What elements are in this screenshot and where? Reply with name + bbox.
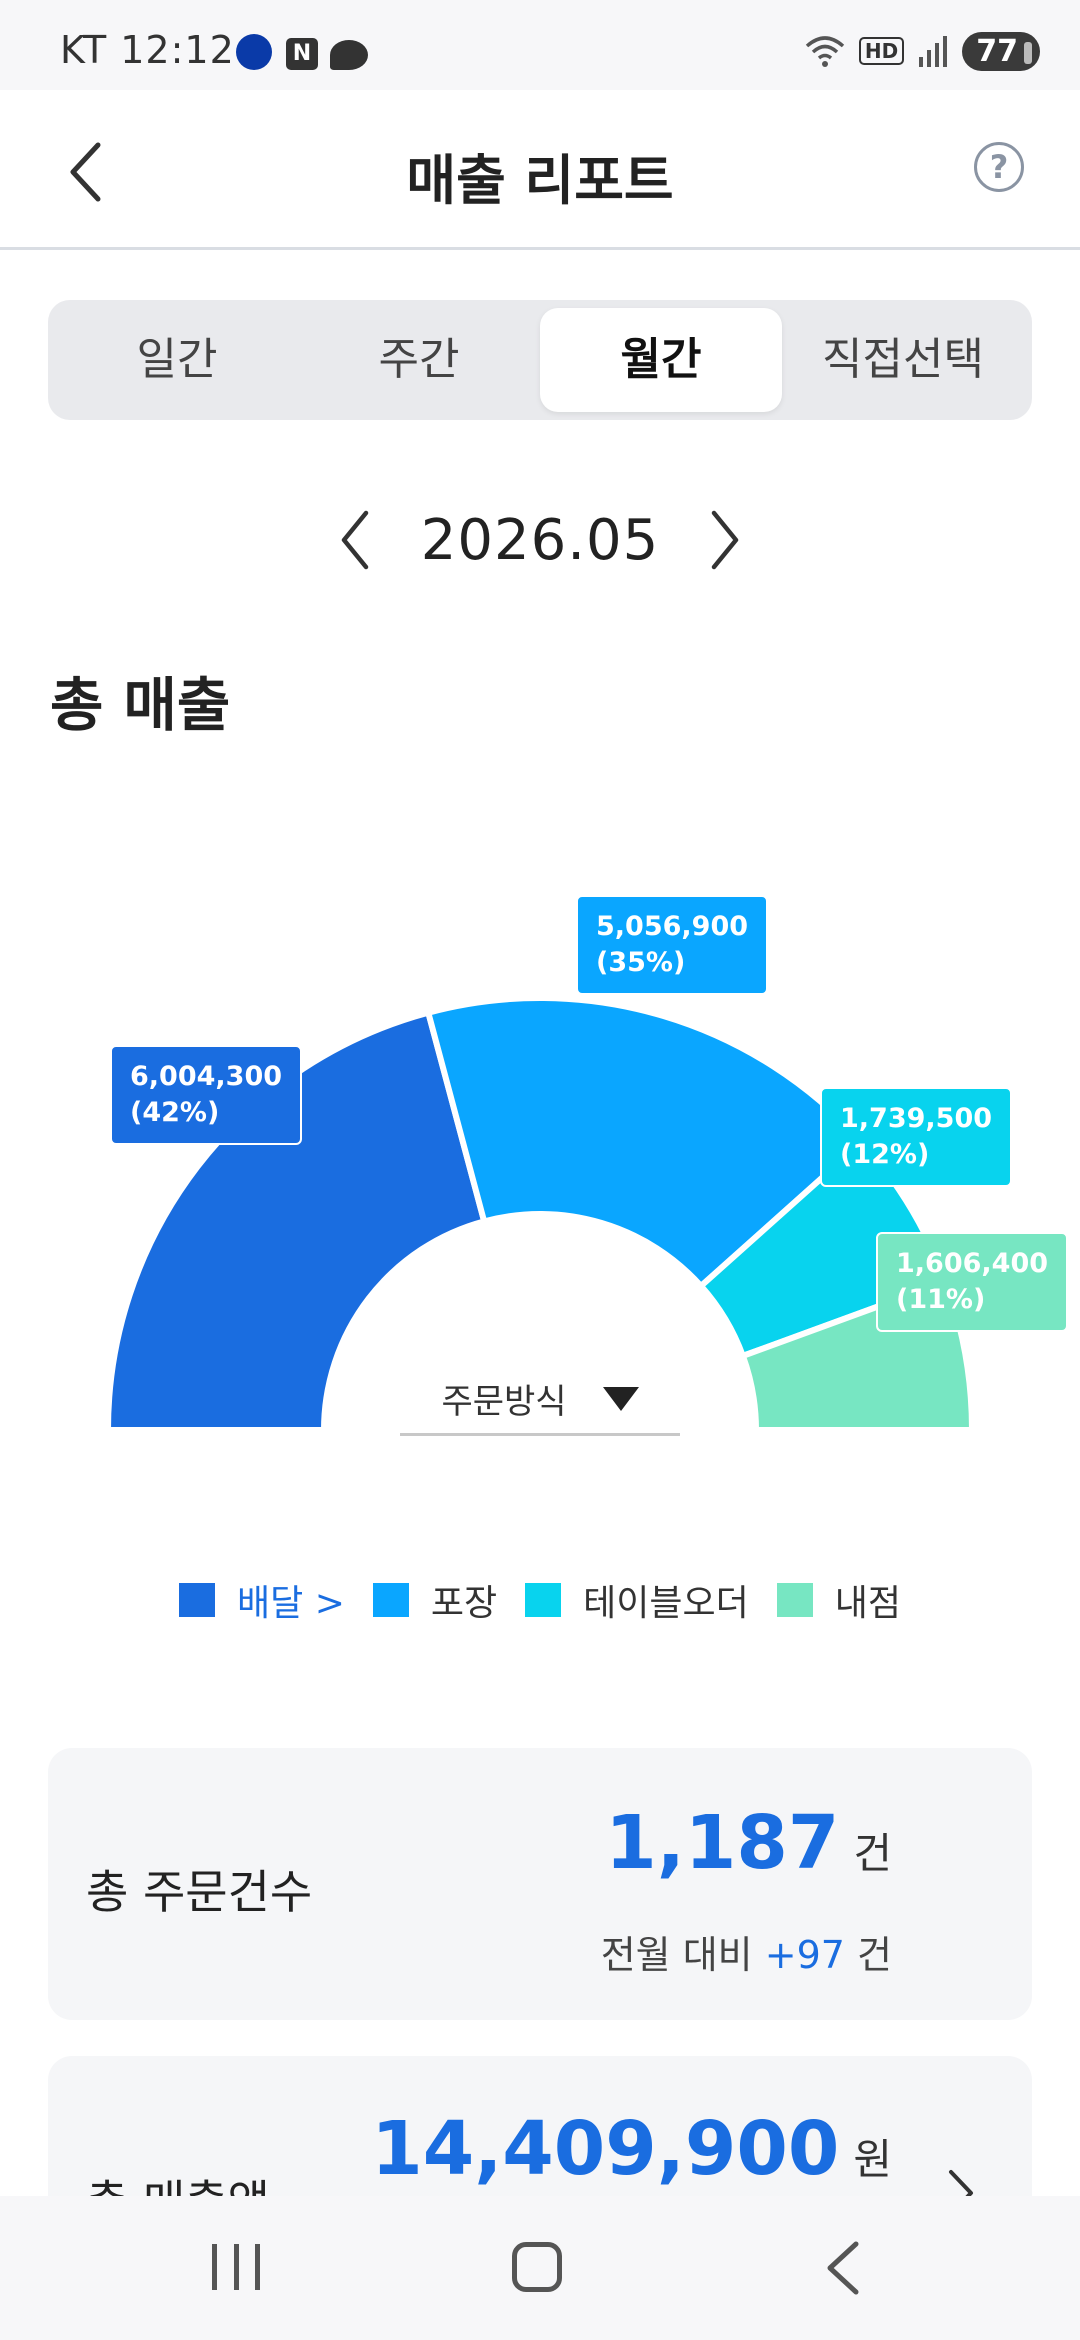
legend-label: 배달 > [237,1583,345,1624]
help-button[interactable]: ? [974,142,1024,192]
total-orders-unit: 건 [853,1829,892,1878]
legend-label: 테이블오더 [583,1583,749,1624]
recents-bar [212,2244,217,2290]
legend-item-delivery[interactable]: 배달 > [179,1574,345,1626]
data-label-value: 1,606,400 [896,1248,1049,1279]
chevron-left-icon [70,142,101,202]
recents-bar [255,2244,260,2290]
compare-unit: 건 [857,1933,892,1977]
compare-prefix: 전월 대비 [600,1933,753,1977]
system-nav-bar [0,2196,1080,2340]
back-button[interactable] [50,132,120,212]
chevron-left-icon [341,510,368,570]
legend-label: 포장 [430,1583,498,1624]
data-label-value: 6,004,300 [130,1061,283,1092]
orders-compare: 전월 대비 +97 건 [601,1924,892,1979]
chevron-right-icon [712,510,739,570]
legend-item-table-order: 테이블오더 [525,1574,749,1626]
data-label-value: 5,056,900 [596,911,749,942]
system-back-button[interactable] [822,2240,862,2296]
total-orders-card: 총 주문건수 1,187 건 전월 대비 +97 건 [48,1748,1032,2020]
legend-label: 내점 [834,1583,901,1624]
data-label-table-order: 1,739,500 (12%) [820,1087,1013,1187]
wifi-icon [805,36,845,67]
next-period-button[interactable] [695,500,755,580]
legend-swatch [525,1583,562,1617]
legend-swatch [179,1583,216,1617]
prev-period-button[interactable] [325,500,385,580]
data-label-percent: (12%) [840,1139,930,1170]
data-label-dine-in: 1,606,400 (11%) [876,1232,1069,1332]
legend-swatch [776,1583,813,1617]
total-sales-value-row: 14,409,900 원 [371,2106,892,2192]
app-header: 매출 리포트 ? [0,90,1080,250]
sales-chart: 6,004,300 (42%) 5,056,900 (35%) 1,739,50… [0,880,1080,1460]
period-navigator: 2026.05 [0,490,1080,590]
recents-button[interactable] [212,2244,260,2292]
section-title: 총 매출 [50,671,231,739]
tab-daily[interactable]: 일간 [136,334,218,385]
naver-notification-icon: N [286,38,318,70]
data-label-takeout: 5,056,900 (35%) [576,895,769,995]
status-indicators: HD 77 [805,28,1040,74]
data-label-percent: (42%) [130,1097,220,1128]
signal-icon [919,36,948,67]
tab-weekly[interactable]: 주간 [378,334,460,385]
total-sales-value: 14,409,900 [371,2106,840,2192]
order-method-label: 주문방식 [441,1382,567,1422]
total-orders-label: 총 주문건수 [86,1865,313,1919]
legend-swatch [372,1583,409,1617]
legend-item-takeout: 포장 [372,1574,498,1626]
data-label-delivery: 6,004,300 (42%) [110,1045,303,1145]
period-tabs: 일간 주간 월간 직접선택 [48,300,1032,420]
chat-notification-icon [330,40,368,70]
slice-delivery [105,1009,488,1433]
page-title: 매출 리포트 [406,149,674,212]
recents-bar [233,2244,239,2290]
period-label: 2026.05 [420,507,660,573]
sales-donut-chart [105,995,975,1433]
data-label-percent: (11%) [896,1284,986,1315]
chart-legend: 배달 > 포장 테이블오더 내점 [0,1574,1080,1626]
caret-down-icon [602,1386,639,1411]
order-method-select[interactable]: 주문방식 [400,1364,680,1436]
data-label-value: 1,739,500 [840,1103,993,1134]
compare-delta: +97 [764,1933,845,1977]
total-sales-unit: 원 [853,2135,892,2184]
home-button[interactable] [512,2242,562,2292]
data-label-percent: (35%) [596,947,686,978]
battery-icon: 77 [962,31,1040,71]
status-bar: KT 12:12 N HD 77 [0,0,1080,90]
hd-voice-icon: HD [858,37,905,65]
total-orders-value-row: 1,187 건 [605,1800,892,1886]
question-icon: ? [989,148,1009,186]
app-notification-icon [236,34,272,70]
status-time: KT 12:12 [60,28,235,72]
legend-item-dine-in: 내점 [776,1574,901,1626]
total-orders-value: 1,187 [605,1800,840,1886]
tab-monthly[interactable]: 월간 [540,308,782,412]
tab-custom[interactable]: 직접선택 [822,334,984,385]
